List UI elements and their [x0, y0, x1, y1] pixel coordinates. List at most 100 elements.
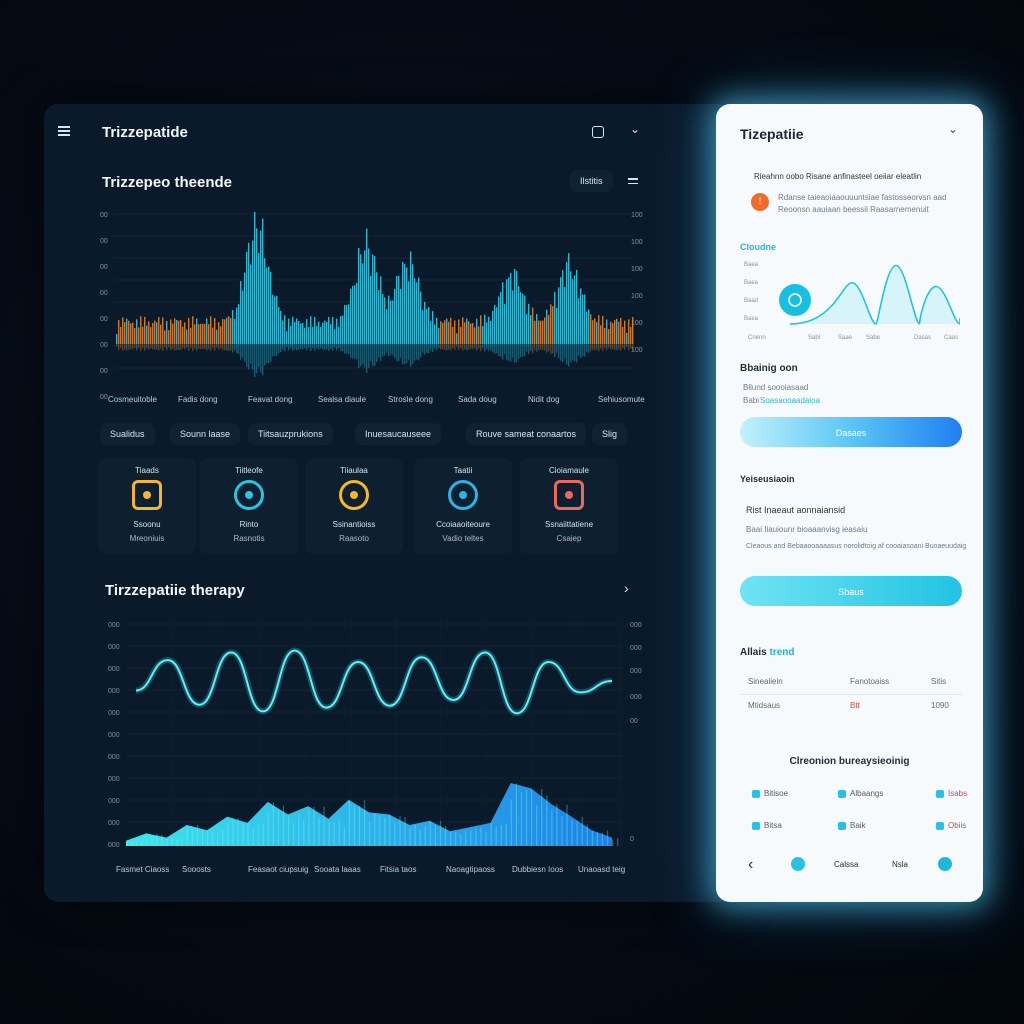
spectrum-bar — [352, 285, 354, 344]
secondary-action-button[interactable]: Sbaus — [740, 576, 962, 606]
spectrum-bar — [238, 304, 240, 344]
alerts-cell: Fanotoaiss — [850, 677, 890, 686]
spectrum-bar-reflection — [494, 344, 496, 354]
side-detail-panel: Tizepatiie ⌄ Rieahnn oobo Risane anfinas… — [716, 104, 983, 902]
spectrum-bar-reflection — [542, 344, 544, 350]
spectrum-bar-reflection — [260, 344, 262, 373]
icon-dot — [350, 491, 358, 499]
area-spike — [475, 828, 477, 846]
spectrum-bar-reflection — [502, 344, 504, 360]
back-arrow-icon[interactable]: ‹ — [748, 856, 754, 873]
category-tag[interactable]: Sualidus — [100, 423, 155, 445]
spectrum-bar-reflection — [292, 344, 294, 351]
spectrum-bar-reflection — [352, 344, 354, 359]
spectrum-bar — [150, 326, 152, 344]
category-tag[interactable]: Sounn laase — [170, 423, 241, 445]
metric-card[interactable]: Tiiaulaa Ssinantioiss Raasoto — [305, 458, 403, 554]
spectrum-bar-reflection — [626, 344, 628, 347]
spectrum-bar-reflection — [576, 344, 578, 363]
pill-icon — [752, 790, 760, 798]
spectrum-bar — [410, 251, 412, 344]
area-spike — [515, 783, 518, 846]
spectrum-bar — [376, 272, 378, 344]
category-tag[interactable]: Slig — [592, 423, 628, 445]
area-spike — [333, 822, 335, 846]
area-spike — [126, 842, 128, 846]
nav-item-2[interactable]: Nsla — [892, 860, 909, 869]
spectrum-bar-reflection — [276, 344, 278, 357]
trends-filter-button[interactable]: Ilstitis — [570, 170, 613, 192]
spectrum-bar-reflection — [588, 344, 590, 353]
category-tag[interactable]: Rouve sameat conaartos — [466, 423, 587, 445]
therapy-y-tick: 000 — [108, 732, 120, 739]
spectrum-bar-reflection — [448, 344, 450, 350]
spectrum-bar-reflection — [534, 344, 536, 350]
spectrum-bar-reflection — [610, 344, 612, 350]
vaccination-title: Yeiseusiaoin — [740, 474, 795, 484]
area-spike — [358, 806, 361, 846]
area-spike — [318, 817, 320, 846]
chevron-down-icon[interactable]: ⌄ — [630, 122, 641, 136]
side-chevron-down-icon[interactable]: ⌄ — [948, 122, 959, 136]
area-spike — [141, 841, 143, 846]
spectrum-bar — [156, 322, 158, 344]
spectrum-bar — [628, 319, 630, 344]
nav-home-icon[interactable] — [791, 857, 805, 871]
spectrum-bar — [262, 218, 264, 344]
spectrum-bar — [432, 311, 434, 344]
spectrum-bar-reflection — [284, 344, 286, 352]
spectrum-bar — [534, 320, 536, 344]
metric-card[interactable]: Taatii Ccoiaaoiteoure Vadio teltes — [414, 458, 512, 554]
nav-profile-icon[interactable] — [938, 857, 952, 871]
spectrum-bar — [478, 326, 480, 344]
trends-x-label: Sehiusomute — [598, 395, 645, 404]
spectrum-bar — [346, 305, 348, 344]
spectrum-bar — [222, 319, 224, 344]
trends-menu-icon[interactable] — [628, 178, 638, 184]
spectrum-bar — [272, 294, 274, 344]
hamburger-icon[interactable] — [58, 126, 70, 136]
spectrum-bar-reflection — [410, 344, 412, 368]
spectrum-bar-reflection — [156, 344, 158, 350]
spectrum-bar-reflection — [396, 344, 398, 362]
spectrum-bar-reflection — [264, 344, 266, 366]
spectrum-bar — [606, 319, 608, 344]
spectrum-bar — [446, 318, 448, 344]
spectrum-bar — [182, 326, 184, 344]
area-spike — [176, 839, 178, 846]
category-tag[interactable]: Inuesaucauseee — [355, 423, 442, 445]
spectrum-bar — [442, 322, 444, 344]
primary-action-button[interactable]: Dasaes — [740, 417, 962, 447]
spectrum-bar-reflection — [190, 344, 192, 349]
square-icon[interactable] — [592, 126, 604, 138]
spectrum-bar-reflection — [406, 344, 408, 364]
trends-spectrum-chart — [114, 211, 634, 378]
spectrum-bar — [334, 329, 336, 344]
stomach-icon — [554, 480, 584, 510]
spectrum-bar-reflection — [416, 344, 418, 360]
spectrum-bar-reflection — [174, 344, 176, 351]
spectrum-bar — [550, 304, 552, 344]
spectrum-bar-reflection — [554, 344, 556, 358]
chevron-right-icon[interactable]: › — [624, 580, 629, 596]
blood-line-2b: Soasaooaadaioa — [760, 396, 821, 405]
metric-card[interactable]: Cioiamaule Ssnaiittatiene Csaiep — [520, 458, 618, 554]
spectrum-bar-reflection — [238, 344, 240, 354]
metric-card[interactable]: Tiaads Ssoonu Mreoniuis — [98, 458, 196, 554]
spectrum-bar-reflection — [570, 344, 572, 363]
spectrum-bar — [180, 319, 182, 344]
spectrum-bar — [568, 253, 570, 344]
area-spike — [353, 804, 356, 846]
nav-item-1[interactable]: Calssa — [834, 860, 859, 869]
spectrum-bar-reflection — [436, 344, 438, 351]
spectrum-bar — [486, 322, 488, 344]
spectrum-bar — [400, 288, 402, 344]
vaccination-subtitle: Rist Inaeaut aonnaiansid — [746, 505, 846, 515]
spectrum-bar — [236, 307, 238, 344]
trends-x-label: Cosmeuitoble — [108, 395, 157, 404]
spectrum-bar-reflection — [356, 344, 358, 360]
spectrum-bar-reflection — [256, 344, 258, 373]
category-tag[interactable]: Tiitsauzprukions — [248, 423, 333, 445]
metric-card[interactable]: Tiitleofe Rinto Rasnotis — [200, 458, 298, 554]
alerts-cell: Sineaiiein — [748, 677, 783, 686]
